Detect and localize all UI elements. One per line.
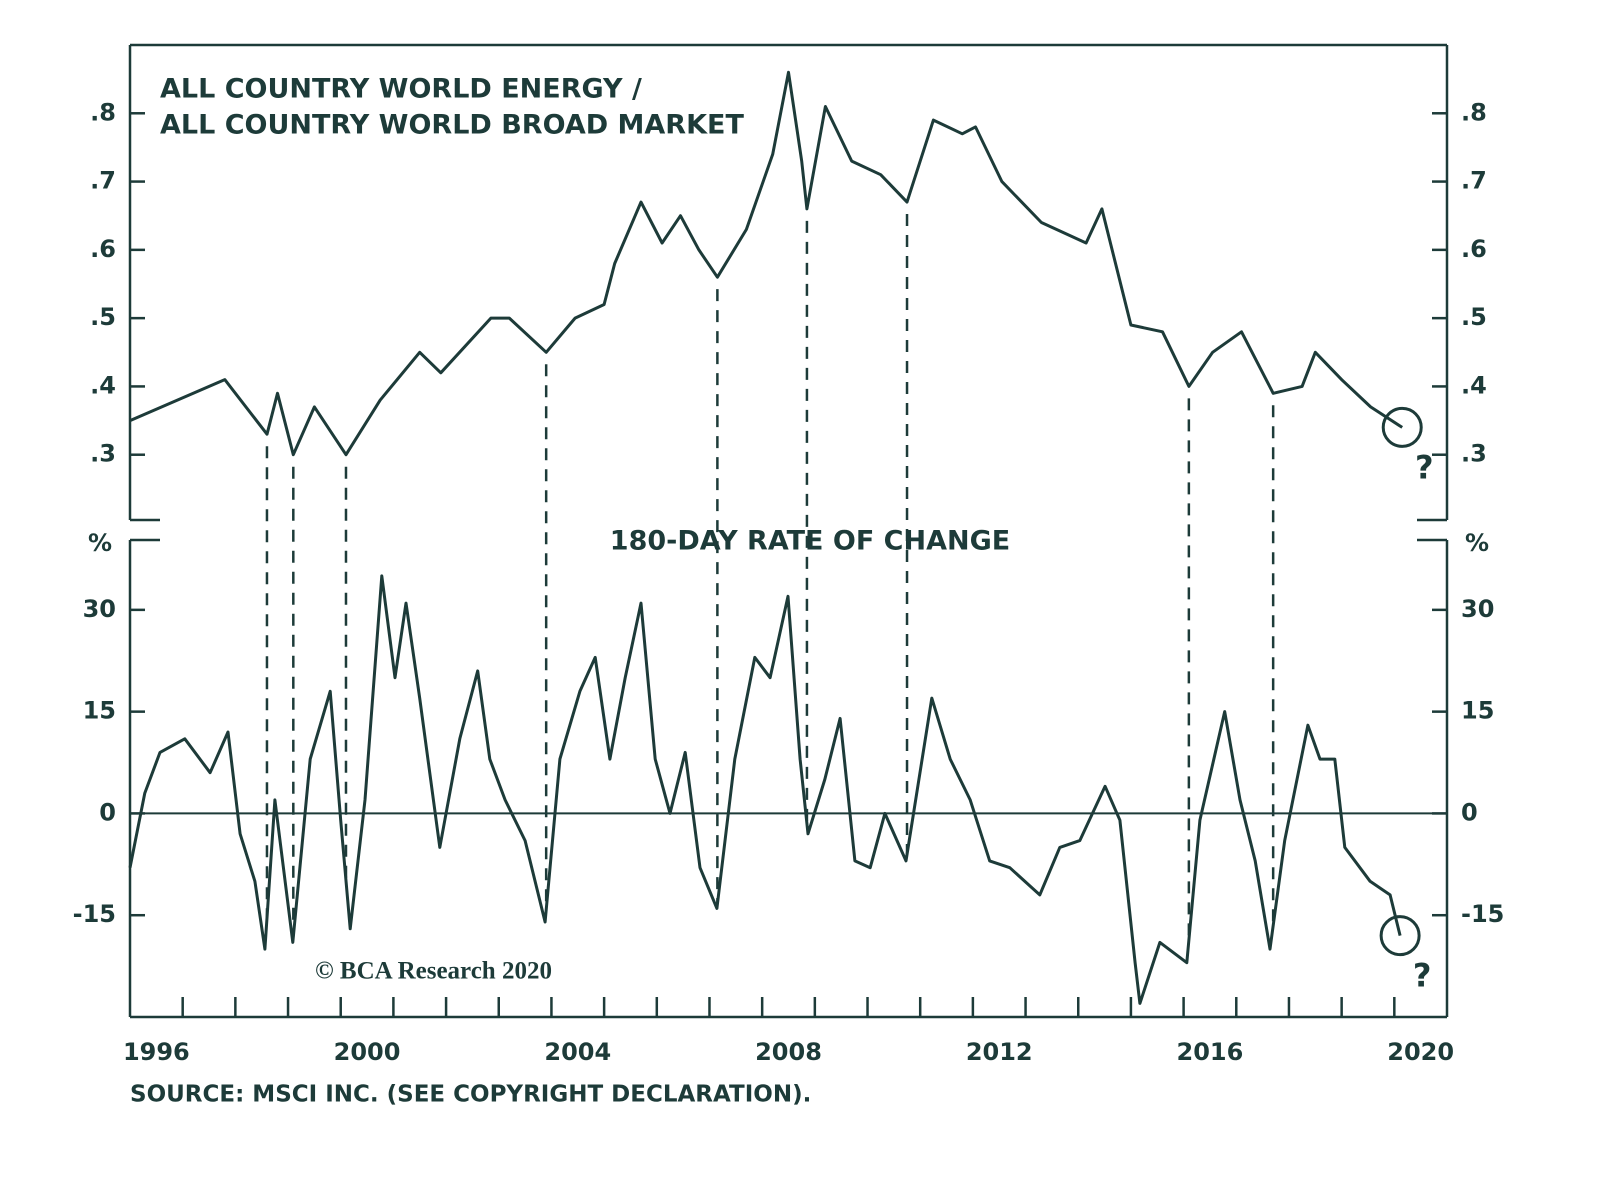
y-tick-label: 30 [1461, 595, 1494, 623]
y-tick-label: .3 [1461, 440, 1487, 468]
y-tick-label: .8 [90, 98, 116, 126]
y-tick-label: .7 [1461, 167, 1487, 195]
annotation: ? [1413, 957, 1432, 995]
x-tick-label: 2008 [755, 1038, 822, 1066]
y-tick-label: -15 [73, 900, 116, 928]
y-tick-label: .7 [90, 167, 116, 195]
y-tick-label: .4 [1461, 371, 1487, 399]
highlight-circle [1381, 406, 1423, 448]
data-line [128, 574, 1402, 1005]
x-tick-label: 2020 [1387, 1038, 1454, 1066]
chart-title: ALL COUNTRY WORLD BROAD MARKET [160, 110, 744, 141]
y-tick-label: .8 [1461, 98, 1487, 126]
unit-label: % [1465, 529, 1489, 557]
x-tick-label: 2012 [966, 1038, 1033, 1066]
y-tick-label: 15 [1461, 697, 1494, 725]
chart-title: ALL COUNTRY WORLD ENERGY / [160, 74, 642, 105]
y-tick-label: 30 [83, 595, 116, 623]
highlight-circle [1379, 915, 1421, 957]
source-note: SOURCE: MSCI INC. (SEE COPYRIGHT DECLARA… [130, 1082, 811, 1108]
x-tick-label: 2016 [1177, 1038, 1244, 1066]
y-tick-label: 0 [99, 798, 116, 826]
annotation: ? [1415, 448, 1434, 486]
y-tick-label: 0 [1461, 798, 1478, 826]
y-tick-label: .6 [90, 235, 116, 263]
watermark: © BCA Research 2020 [315, 958, 552, 985]
x-tick-label: 2004 [544, 1038, 611, 1066]
y-tick-label: .5 [1461, 303, 1487, 331]
y-tick-label: 15 [83, 697, 116, 725]
y-tick-label: .3 [90, 440, 116, 468]
y-tick-label: .5 [90, 303, 116, 331]
x-tick-label: 1996 [123, 1038, 190, 1066]
data-line [129, 70, 1404, 457]
y-tick-label: .4 [90, 371, 116, 399]
y-tick-label: .6 [1461, 235, 1487, 263]
chart-title: 180-DAY RATE OF CHANGE [610, 526, 1010, 557]
x-tick-label: 2000 [334, 1038, 401, 1066]
unit-label: % [88, 529, 112, 557]
y-tick-label: -15 [1461, 900, 1504, 928]
